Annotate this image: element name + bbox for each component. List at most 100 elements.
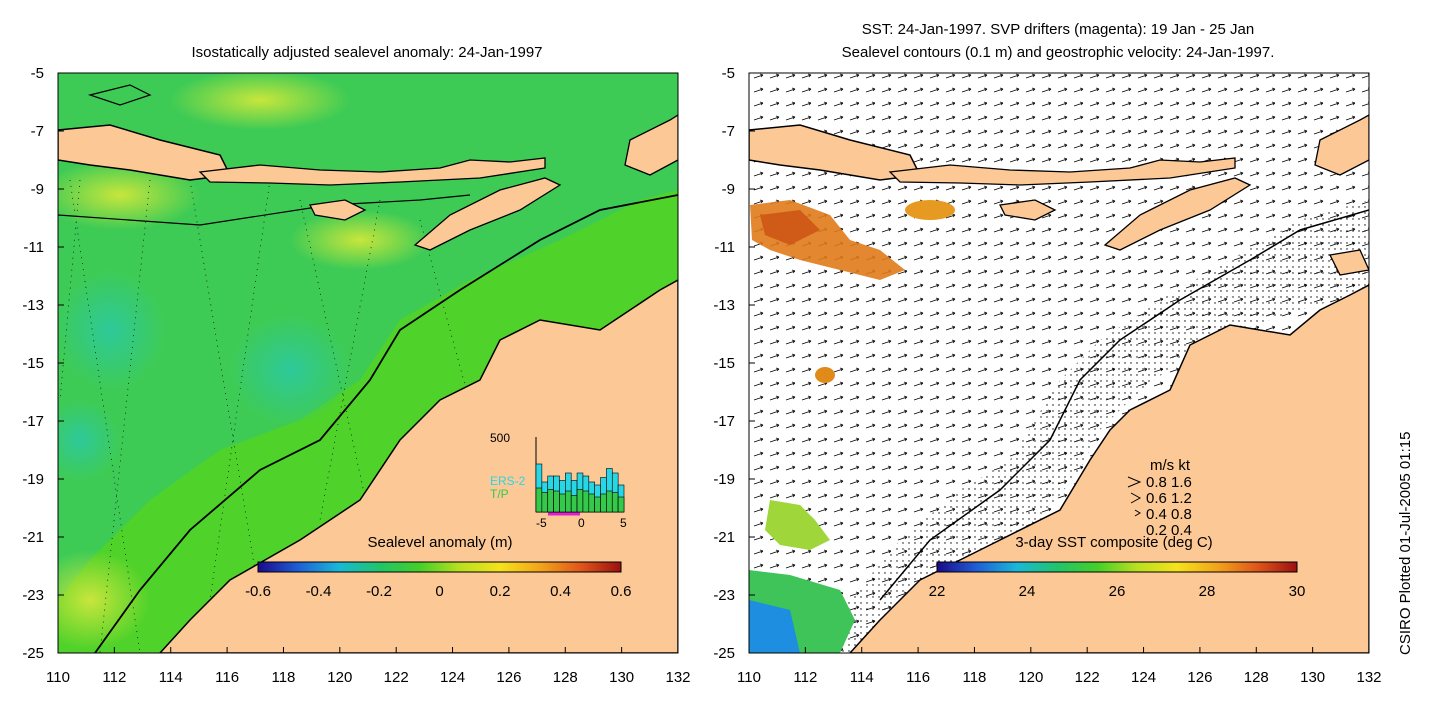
tp-bar xyxy=(617,496,625,513)
velocity-legend-row: 0.8 1.6 xyxy=(1146,474,1192,491)
timor-island xyxy=(1103,177,1252,251)
x-tick-label: 118 xyxy=(271,669,295,686)
x-tick-label: 122 xyxy=(384,669,409,686)
x-tick-label: 114 xyxy=(850,669,874,686)
x-tick-label: 116 xyxy=(906,669,930,686)
sst-cold-patch xyxy=(749,600,800,653)
x-tick-label: 132 xyxy=(665,669,690,686)
colorbar-tick-label: 0 xyxy=(435,583,443,600)
australia-landmass xyxy=(158,279,678,653)
anomaly-high-patch xyxy=(58,160,200,230)
colorbar-tick-label: 0.4 xyxy=(550,583,571,600)
left-map xyxy=(58,73,678,653)
right-colorbar-bar xyxy=(936,561,1298,573)
y-tick-label: -21 xyxy=(22,529,44,546)
colorbar-tick-label: 0.2 xyxy=(490,583,511,600)
histogram-xtick: -5 xyxy=(536,516,547,530)
x-tick-label: 112 xyxy=(793,669,817,686)
legend-arrow xyxy=(1134,509,1141,517)
left-colorbar-bar xyxy=(257,561,622,573)
x-tick-label: 110 xyxy=(46,669,70,686)
y-tick-label: -7 xyxy=(722,123,735,140)
left-colorbar: Sealevel anomaly (m) -0.6 -0.4 -0.2 0 0.2 0.4… xyxy=(245,534,631,600)
tp-bar xyxy=(576,489,584,513)
satellite-tracks xyxy=(59,179,481,653)
velocity-legend-row: 0.4 0.8 xyxy=(1146,506,1192,523)
legend-arrow xyxy=(1127,476,1142,488)
y-tick-label: -15 xyxy=(22,355,44,372)
histogram-xtick: 0 xyxy=(578,516,585,530)
java-island xyxy=(749,124,922,181)
colorbar-tick-label: -0.4 xyxy=(306,583,332,600)
tp-bar xyxy=(594,496,601,513)
anomaly-low-patch xyxy=(58,400,120,480)
sst-warm-patch xyxy=(905,200,955,220)
y-tick-label: -15 xyxy=(713,355,735,372)
y-tick-label: -13 xyxy=(22,297,44,314)
x-tick-label: 118 xyxy=(962,669,986,686)
x-tick-label: 130 xyxy=(609,669,634,686)
lesser-sunda-islands xyxy=(888,157,1236,186)
northern-island xyxy=(1314,114,1369,176)
x-tick-label: 132 xyxy=(1356,669,1381,686)
anomaly-high-patch xyxy=(170,73,350,130)
x-tick-label: 124 xyxy=(1131,669,1156,686)
y-tick-label: -19 xyxy=(713,471,735,488)
y-tick-label: -21 xyxy=(713,529,735,546)
anomaly-high-patch xyxy=(58,550,150,650)
y-tick-label: -23 xyxy=(713,587,735,604)
right-panel-title-line1: SST: 24-Jan-1997. SVP drifters (magenta)… xyxy=(862,21,1254,38)
velocity-legend-row: 0.6 1.2 xyxy=(1146,490,1192,507)
histogram-ymax-label: 500 xyxy=(490,431,510,445)
sst-mid-patch xyxy=(765,500,830,550)
y-tick-label: -17 xyxy=(713,413,735,430)
right-x-axis: 110 112 114 116 118 120 122 124 126 128 130 132 xyxy=(737,647,1382,686)
timor-island xyxy=(413,177,562,251)
shelf-velocity-field xyxy=(800,200,1369,653)
tp-bar xyxy=(565,490,572,513)
x-tick-label: 128 xyxy=(553,669,578,686)
y-tick-label: -25 xyxy=(713,645,735,662)
x-tick-label: 126 xyxy=(496,669,521,686)
contour-line xyxy=(879,209,1369,601)
x-tick-label: 116 xyxy=(215,669,239,686)
tp-bar xyxy=(588,493,595,513)
anomaly-high-patch xyxy=(290,210,430,270)
sumba-island xyxy=(999,199,1057,221)
histogram-xtick: 5 xyxy=(620,516,627,530)
sst-warm-patch xyxy=(815,367,835,383)
anomaly-low-patch xyxy=(230,315,350,425)
sumba-island xyxy=(309,199,367,221)
velocity-legend-row: 0.2 0.4 xyxy=(1146,522,1192,539)
y-tick-label: -5 xyxy=(31,65,44,82)
x-tick-label: 110 xyxy=(737,669,761,686)
right-panel-title-line2: Sealevel contours (0.1 m) and geostrophi… xyxy=(842,44,1275,61)
java-island xyxy=(58,124,232,181)
right-map xyxy=(749,73,1369,653)
lesser-sunda-islands xyxy=(198,157,546,186)
tp-bar xyxy=(570,495,578,513)
tp-bar xyxy=(547,489,554,513)
sst-warm-patch xyxy=(760,210,820,245)
reef-outline xyxy=(87,84,152,106)
right-y-axis: -5 -7 -9 -11 -13 -15 -17 -19 -21 -23 -25 xyxy=(713,65,755,662)
ers2-label: ERS-2 xyxy=(490,474,526,488)
colorbar-tick-label: 0.6 xyxy=(611,583,632,600)
x-tick-label: 120 xyxy=(327,669,352,686)
contour-line xyxy=(94,194,678,653)
colorbar-tick-label: -0.6 xyxy=(245,583,271,600)
tp-bar xyxy=(541,492,549,513)
colorbar-tick-label: 26 xyxy=(1109,583,1126,600)
legend-arrow xyxy=(1130,492,1142,504)
tp-label: T/P xyxy=(490,487,509,501)
y-tick-label: -9 xyxy=(722,181,735,198)
y-tick-label: -13 xyxy=(713,297,735,314)
left-colorbar-label: Sealevel anomaly (m) xyxy=(367,534,512,551)
australia-landmass xyxy=(848,284,1369,653)
tp-bar xyxy=(611,492,619,513)
northern-island xyxy=(624,114,678,176)
y-tick-label: -5 xyxy=(722,65,735,82)
right-colorbar-label: 3-day SST composite (deg C) xyxy=(1015,534,1212,551)
tp-bar xyxy=(582,490,590,513)
